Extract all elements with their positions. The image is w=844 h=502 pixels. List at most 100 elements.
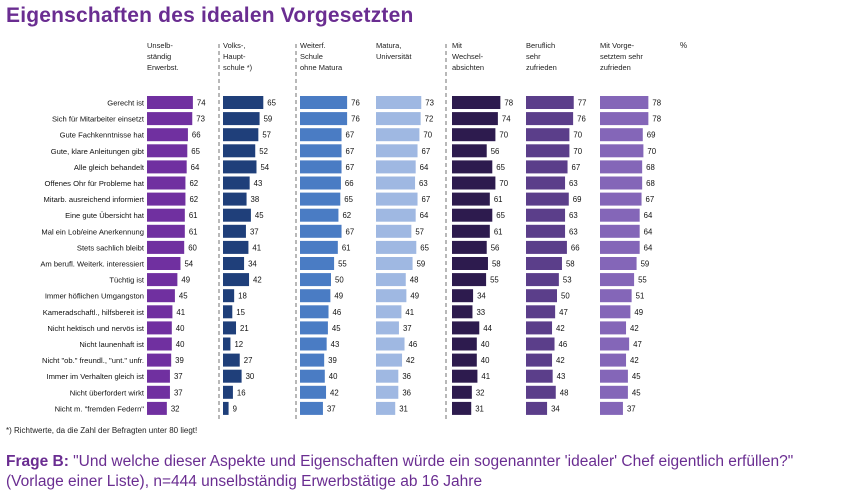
data-label: 40 — [481, 356, 490, 365]
bar-series5-row1 — [452, 96, 501, 109]
data-label: 78 — [504, 99, 513, 108]
data-label: 36 — [402, 388, 411, 397]
bar-series5-row12 — [452, 273, 487, 287]
bar-series7-row19 — [600, 385, 628, 399]
bar-series5-row7 — [452, 192, 490, 206]
data-label: 62 — [189, 195, 198, 204]
data-label: 32 — [476, 388, 485, 397]
bar-series5-row5 — [452, 160, 493, 174]
bar-series4-row15 — [376, 321, 399, 335]
category-label: Stets sachlich bleibt — [77, 243, 145, 252]
bar-series5-row3 — [452, 128, 496, 142]
data-label: 40 — [329, 372, 338, 381]
data-label: 63 — [569, 227, 578, 236]
bar-series6-row19 — [526, 385, 556, 399]
data-label: 42 — [330, 388, 339, 397]
category-label: Eine gute Übersicht hat — [65, 211, 145, 220]
data-label: 54 — [184, 260, 193, 269]
percent-label: % — [680, 41, 687, 50]
data-label: 73 — [425, 99, 434, 108]
bar-series2-row3 — [223, 128, 259, 142]
data-label: 67 — [422, 147, 431, 156]
data-label: 59 — [641, 260, 650, 269]
data-label: 50 — [335, 276, 344, 285]
bar-chart: Unselb-ständig Erwerbst. Volks-, Haupt-schu… — [40, 41, 687, 420]
bar-series1-row2 — [147, 112, 193, 126]
data-label: 34 — [551, 404, 560, 413]
bar-series3-row20 — [300, 401, 323, 415]
bar-series1-row3 — [147, 128, 188, 142]
data-label: 47 — [633, 340, 642, 349]
bar-series5-row11 — [452, 257, 488, 270]
bar-series3-row1 — [300, 96, 348, 109]
bar-series3-row16 — [300, 337, 327, 351]
data-label: 69 — [573, 195, 582, 204]
bar-series1-row9 — [147, 224, 185, 238]
data-label: 44 — [483, 324, 492, 333]
data-label: 58 — [492, 260, 501, 269]
bar-series4-row13 — [376, 289, 407, 303]
bar-series4-row10 — [376, 240, 417, 254]
data-label: 64 — [644, 227, 653, 236]
bar-series1-row10 — [147, 240, 185, 254]
data-label: 42 — [556, 356, 565, 365]
data-label: 77 — [578, 99, 587, 108]
bar-series6-row7 — [526, 192, 569, 206]
data-label: 37 — [174, 388, 183, 397]
data-label: 43 — [331, 340, 340, 349]
bar-series3-row2 — [300, 112, 348, 126]
data-label: 56 — [491, 243, 500, 252]
data-label: 64 — [420, 163, 429, 172]
data-label: 37 — [627, 404, 636, 413]
data-label: 47 — [559, 308, 568, 317]
bar-series1-row14 — [147, 305, 173, 319]
data-label: 45 — [179, 292, 188, 301]
data-label: 46 — [409, 340, 418, 349]
bar-series2-row15 — [223, 321, 237, 335]
data-label: 49 — [410, 292, 419, 301]
bar-series7-row11 — [600, 257, 637, 270]
category-label: Offenes Ohr für Probleme hat — [45, 179, 145, 188]
bar-series1-row5 — [147, 160, 187, 174]
bar-series5-row8 — [452, 208, 493, 222]
data-label: 45 — [255, 211, 264, 220]
bar-series4-row6 — [376, 176, 416, 190]
data-label: 45 — [332, 324, 341, 333]
data-label: 63 — [419, 179, 428, 188]
data-label: 42 — [406, 356, 415, 365]
question-label: Frage B: — [6, 453, 69, 470]
bar-series3-row12 — [300, 273, 331, 287]
category-label: Tüchtig ist — [109, 276, 144, 285]
bar-series4-row4 — [376, 144, 418, 158]
data-label: 42 — [556, 324, 565, 333]
data-label: 67 — [646, 195, 655, 204]
data-label: 59 — [417, 260, 426, 269]
category-label: Immer im Verhalten gleich ist — [47, 372, 145, 381]
data-label: 52 — [259, 147, 268, 156]
bar-series3-row9 — [300, 224, 342, 238]
column-header-4: Matura, Universität — [376, 41, 412, 61]
question-body: "Und welche dieser Aspekte und Eigenscha… — [6, 453, 794, 490]
bar-series3-row11 — [300, 257, 335, 270]
data-label: 61 — [494, 227, 503, 236]
data-label: 68 — [646, 163, 655, 172]
data-label: 59 — [264, 115, 273, 124]
data-label: 34 — [477, 292, 486, 301]
bar-series5-row14 — [452, 305, 473, 319]
data-label: 64 — [191, 163, 200, 172]
bar-series6-row6 — [526, 176, 566, 190]
bar-series3-row13 — [300, 289, 331, 303]
category-label: Sich für Mitarbeiter einsetzt — [52, 115, 145, 124]
data-label: 51 — [636, 292, 645, 301]
bar-series1-row20 — [147, 401, 167, 415]
data-label: 67 — [346, 147, 355, 156]
data-label: 54 — [260, 163, 269, 172]
bar-series1-row18 — [147, 369, 170, 383]
data-label: 57 — [262, 131, 271, 140]
data-label: 74 — [197, 99, 206, 108]
bar-series4-row5 — [376, 160, 416, 174]
data-label: 34 — [248, 260, 257, 269]
category-label: Nicht hektisch und nervös ist — [47, 324, 145, 333]
data-label: 60 — [188, 243, 197, 252]
bar-series6-row8 — [526, 208, 566, 222]
